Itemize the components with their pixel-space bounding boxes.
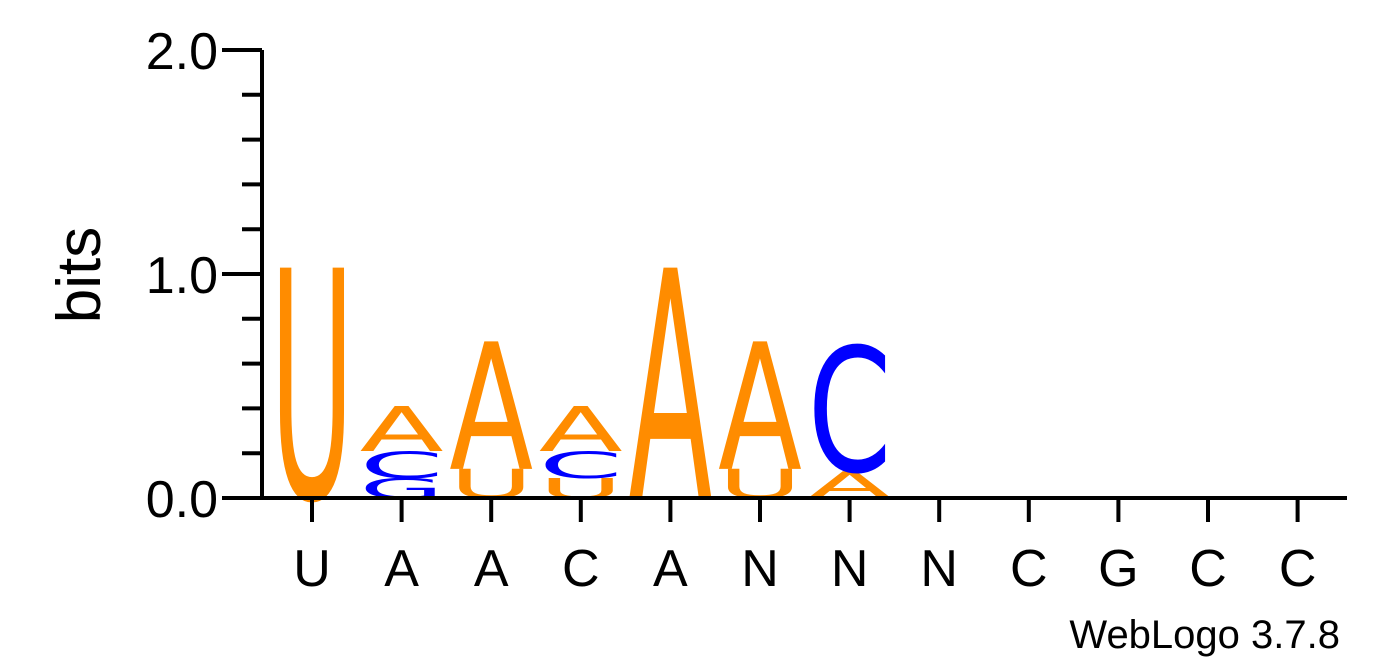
logo-glyph-C: C (360, 443, 444, 486)
logo-glyph-A: A (539, 394, 623, 465)
logo-glyph-C: C (808, 311, 892, 511)
x-tick-label: N (831, 540, 869, 598)
logo-glyph-A: A (718, 307, 802, 511)
logo-glyph-C: C (539, 443, 623, 486)
x-tick-label: C (562, 540, 600, 598)
y-tick-label: 0.0 (146, 471, 218, 529)
x-tick-label: G (1098, 540, 1138, 598)
y-axis-label: bits (45, 227, 114, 323)
logo-glyph-A: A (449, 307, 533, 511)
y-tick-label: 2.0 (146, 23, 218, 81)
x-tick-label: U (293, 540, 331, 598)
x-tick-label: C (1279, 540, 1317, 598)
x-tick-label: A (384, 540, 419, 598)
x-tick-label: N (920, 540, 958, 598)
x-tick-label: N (741, 540, 779, 598)
y-tick-layer: 0.0 1.0 2.0 (146, 23, 262, 529)
y-tick-label: 1.0 (146, 247, 218, 305)
x-tick-label: A (474, 540, 509, 598)
weblogo-credit: WebLogo 3.7.8 (1069, 613, 1340, 657)
x-tick-label: C (1010, 540, 1048, 598)
x-tick-label: C (1189, 540, 1227, 598)
logo-glyph-A: A (360, 394, 444, 465)
x-tick-label: A (653, 540, 688, 598)
